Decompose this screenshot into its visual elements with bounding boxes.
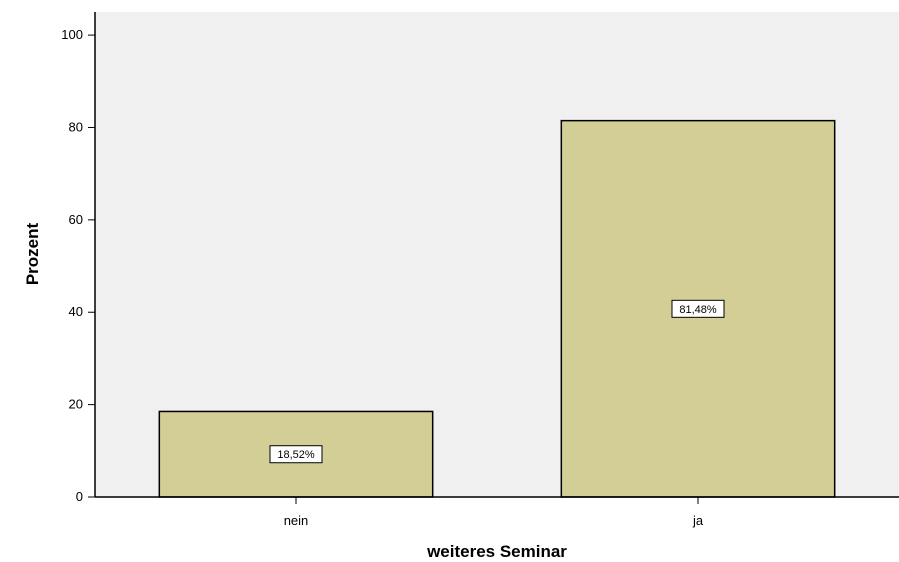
x-axis-title: weiteres Seminar [426,542,567,561]
bars: 18,52% 81,48% [158,119,836,498]
y-tick-label: 100 [61,27,83,42]
x-tick-label: nein [284,513,309,528]
y-axis-title: Prozent [23,222,42,285]
data-label-box [671,299,725,318]
y-tick-label: 40 [69,304,83,319]
y-axis-ticks: 0 20 40 60 80 100 [61,27,95,504]
x-axis-ticks: nein ja [284,497,704,528]
bar-nein [158,410,434,498]
data-label: 81,48% [679,304,717,316]
y-tick-label: 60 [69,212,83,227]
x-tick-label: ja [692,513,704,528]
data-label: 18,52% [277,449,315,461]
y-tick-label: 20 [69,397,83,412]
y-tick-label: 80 [69,119,83,134]
data-label-box [269,445,323,464]
y-tick-label: 0 [76,489,83,504]
